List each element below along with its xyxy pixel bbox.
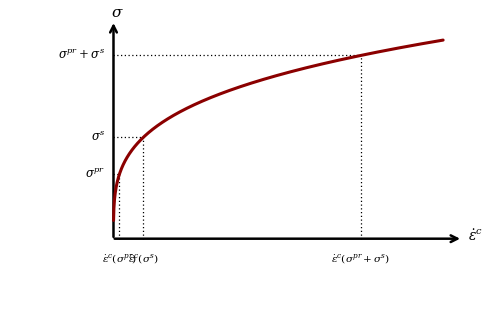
Text: $\sigma^{pr}$: $\sigma^{pr}$ — [85, 167, 105, 181]
Text: $\sigma^{s}$: $\sigma^{s}$ — [91, 131, 105, 144]
Text: $\dot{\varepsilon}^c$: $\dot{\varepsilon}^c$ — [468, 229, 483, 244]
Text: $\sigma$: $\sigma$ — [111, 5, 124, 20]
Text: $\dot{\varepsilon}^c(\sigma^{pr})$: $\dot{\varepsilon}^c(\sigma^{pr})$ — [102, 252, 137, 265]
Text: $\dot{\varepsilon}^c(\sigma^{pr} + \sigma^{s})$: $\dot{\varepsilon}^c(\sigma^{pr} + \sigm… — [331, 252, 391, 265]
Text: $\sigma^{pr} + \sigma^{s}$: $\sigma^{pr} + \sigma^{s}$ — [58, 48, 105, 62]
Text: $\dot{\varepsilon}^c(\sigma^{s})$: $\dot{\varepsilon}^c(\sigma^{s})$ — [128, 252, 159, 265]
